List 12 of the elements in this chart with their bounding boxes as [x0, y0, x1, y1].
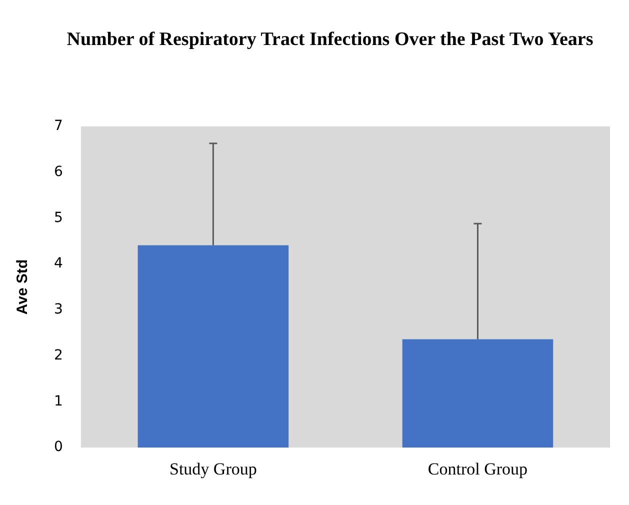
chart-title: Number of Respiratory Tract Infections Over the Past Two Years	[66, 28, 594, 51]
y-tick-label: 2	[54, 347, 63, 364]
y-axis-title: Ave Std	[14, 259, 32, 315]
y-tick-label: 7	[54, 118, 63, 134]
y-tick-label: 0	[54, 439, 63, 456]
y-tick-label: 5	[54, 210, 63, 226]
y-tick-label: 4	[54, 256, 63, 272]
y-tick-label: 1	[54, 393, 63, 410]
x-tick-label: Control Group	[428, 459, 528, 478]
x-tick-label: Study Group	[169, 459, 257, 478]
y-tick-label: 6	[54, 164, 63, 180]
y-tick-label: 3	[54, 302, 63, 318]
